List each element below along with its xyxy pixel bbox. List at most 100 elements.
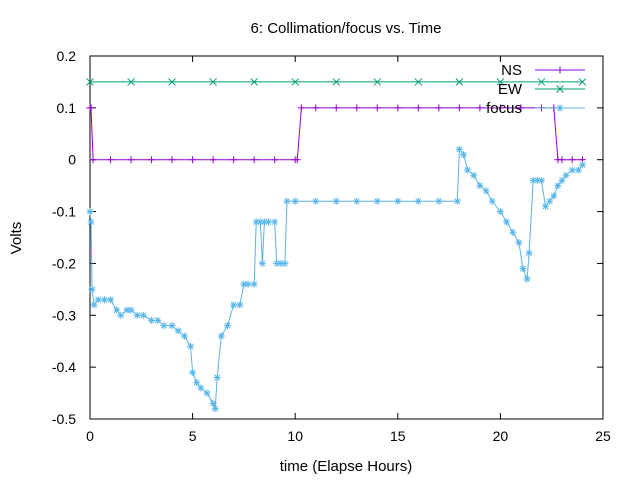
marker-stroke (470, 172, 477, 179)
data-point-ns (558, 156, 566, 164)
data-point-focus (90, 301, 98, 309)
data-point-ns (87, 104, 95, 112)
series-ew (86, 78, 587, 86)
legend-label-ns: NS (501, 62, 522, 79)
data-point-focus (107, 296, 115, 304)
y-tick-label: -0.2 (52, 255, 76, 271)
marker-stroke (497, 208, 504, 215)
marker-stroke (203, 390, 210, 397)
data-point-focus (160, 322, 168, 330)
data-point-focus (550, 192, 558, 200)
data-point-focus (244, 280, 252, 288)
data-point-focus (168, 322, 176, 330)
marker-stroke (113, 307, 120, 314)
data-point-focus (86, 208, 94, 216)
marker-stroke (209, 78, 217, 86)
data-point-ew (127, 78, 135, 86)
marker-stroke (230, 301, 237, 308)
data-point-ns (89, 156, 97, 164)
marker-stroke (95, 296, 102, 303)
data-point-focus (515, 239, 523, 247)
data-point-ns (168, 156, 176, 164)
data-point-ew (209, 78, 217, 86)
marker-stroke (281, 260, 288, 267)
data-point-focus (312, 197, 320, 205)
marker-stroke (373, 78, 382, 86)
marker-stroke (107, 296, 114, 303)
marker-stroke (128, 307, 135, 314)
marker-stroke (476, 182, 483, 189)
y-axis: -0.5 -0.4 -0.3 -0.2 -0.1 0 0.1 0.2 (52, 48, 603, 427)
series-layer (86, 78, 587, 413)
marker-stroke (250, 78, 259, 86)
data-point-focus (414, 197, 422, 205)
marker-stroke (154, 317, 161, 324)
data-point-focus (148, 316, 156, 324)
data-point-focus (574, 166, 582, 174)
marker-stroke (214, 374, 221, 381)
data-point-focus (271, 218, 279, 226)
marker-stroke (563, 172, 570, 179)
marker-stroke (140, 312, 147, 319)
marker-stroke (557, 105, 563, 111)
marker-stroke (189, 369, 196, 376)
marker-stroke (550, 193, 557, 199)
marker-stroke (455, 78, 464, 86)
marker-stroke (575, 167, 582, 174)
marker-stroke (483, 187, 490, 194)
marker-stroke (87, 208, 93, 215)
x-tick-label: 10 (287, 428, 303, 444)
marker-stroke (271, 218, 278, 225)
data-point-ns (373, 104, 381, 112)
data-point-ns (189, 156, 197, 164)
data-point-ns (127, 156, 135, 164)
marker-stroke (374, 198, 381, 205)
marker-stroke (556, 85, 564, 93)
legend-item-ew: EW (498, 81, 585, 98)
data-point-ns (476, 104, 484, 112)
marker-stroke (187, 343, 194, 350)
data-point-focus (117, 311, 125, 319)
data-point-ew (414, 78, 423, 86)
legend-label-ew: EW (498, 81, 523, 98)
marker-stroke (236, 301, 243, 308)
marker-stroke (454, 198, 461, 205)
data-point-focus (187, 342, 195, 350)
marker-stroke (538, 177, 545, 184)
data-point-focus (568, 166, 576, 174)
marker-stroke (251, 281, 258, 288)
data-point-ns (271, 156, 279, 164)
data-point-focus (578, 161, 586, 169)
marker-stroke (259, 260, 266, 267)
data-point-ns (517, 104, 525, 112)
y-tick-label: -0.5 (52, 411, 76, 427)
marker-stroke (456, 146, 463, 153)
data-point-focus (283, 197, 291, 205)
data-point-ns (293, 156, 301, 164)
data-point-focus (523, 275, 531, 283)
marker-stroke (515, 239, 522, 246)
marker-stroke (578, 78, 587, 86)
marker-stroke (579, 161, 586, 168)
data-point-focus (127, 306, 135, 314)
marker-stroke (210, 400, 217, 407)
marker-stroke (127, 78, 135, 86)
marker-stroke (489, 198, 496, 205)
data-point-focus (476, 182, 484, 190)
legend-item-focus: focus (486, 100, 585, 117)
data-point-focus (154, 316, 162, 324)
x-tick-label: 5 (189, 428, 197, 444)
marker-stroke (414, 78, 423, 86)
marker-stroke (212, 405, 219, 412)
marker-stroke (435, 198, 442, 205)
data-point-focus (332, 197, 340, 205)
data-point-focus (265, 218, 273, 226)
marker-stroke (415, 198, 422, 205)
data-point-focus (174, 327, 182, 335)
data-point-ew (455, 78, 464, 86)
data-point-focus (537, 176, 545, 184)
data-point-ew (373, 78, 382, 86)
data-point-focus (373, 197, 381, 205)
data-point-focus (394, 197, 402, 205)
marker-stroke (245, 281, 251, 288)
